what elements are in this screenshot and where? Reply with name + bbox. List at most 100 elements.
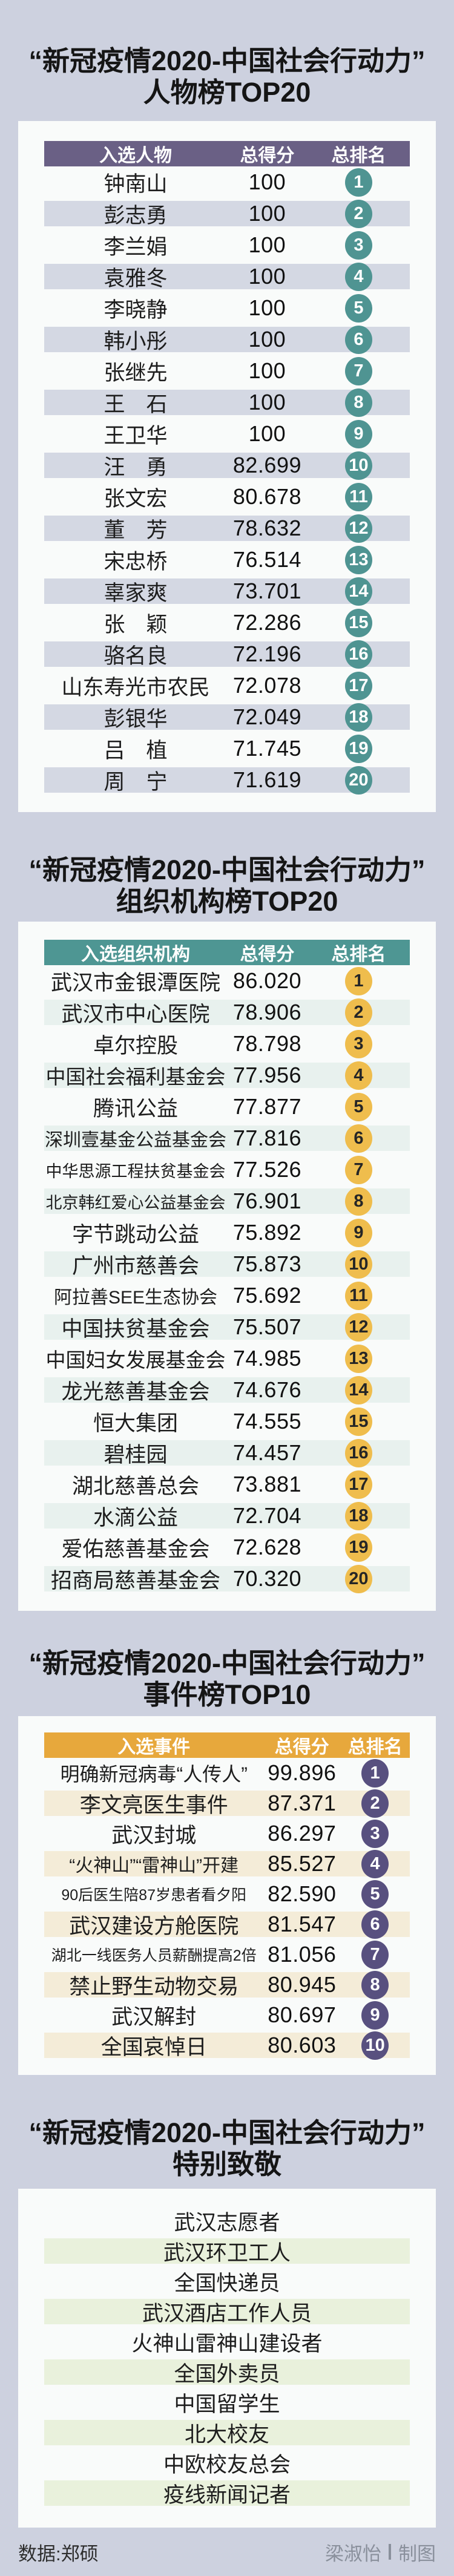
table-row: 山东寿光市农民 72.078 17 (44, 670, 410, 701)
table-row: 宋忠桥 76.514 13 (44, 544, 410, 575)
row-score: 100 (248, 390, 286, 415)
rank-cell: 5 (340, 1880, 410, 1909)
table-row: 周 宁 71.619 20 (44, 764, 410, 796)
row-score: 74.985 (232, 1346, 301, 1371)
rank-badge: 4 (344, 262, 372, 291)
row-score: 82.590 (268, 1881, 337, 1906)
rank-cell: 13 (308, 545, 410, 574)
title-line1: “新冠疫情2020-中国社会行动力” (28, 854, 426, 885)
rank-badge: 12 (344, 1313, 372, 1342)
rank-cell: 14 (308, 577, 410, 606)
rank-cell: 1 (308, 966, 410, 995)
rank-cell: 9 (340, 2001, 410, 2030)
row-name: 王卫华 (104, 424, 168, 448)
table-row: 李文亮医生事件 87.371 2 (44, 1788, 410, 1818)
row-name: 李晓静 (104, 298, 168, 322)
rank-badge: 20 (344, 765, 372, 795)
row-score: 85.527 (268, 1851, 337, 1876)
table-row: 董 芳 78.632 12 (44, 513, 410, 544)
row-score: 86.020 (232, 968, 301, 993)
table-body: 钟南山 100 1 彭志勇 100 2 李兰娟 100 3 袁雅冬 100 4 李晓静 100 5 韩小彤 10… (44, 166, 410, 796)
rank-badge: 7 (361, 1940, 389, 1969)
table-row: 钟南山 100 1 (44, 166, 410, 198)
rank-badge: 14 (344, 577, 372, 606)
row-name: 宋忠桥 (104, 549, 168, 574)
rank-badge: 1 (344, 966, 372, 995)
column-header-name: 入选事件 (117, 1737, 191, 1757)
section-title-organizations: “新冠疫情2020-中国社会行动力” 组织机构榜TOP20 (0, 854, 454, 917)
rank-badge: 12 (344, 514, 372, 543)
rank-cell: 6 (308, 325, 410, 354)
list-item: 中国留学生 (174, 2392, 280, 2416)
column-header-rank: 总排名 (331, 945, 386, 965)
rank-cell: 15 (308, 1407, 410, 1436)
rank-cell: 7 (308, 1155, 410, 1184)
rank-badge: 8 (361, 1970, 389, 1999)
rank-cell: 8 (308, 388, 410, 417)
rank-cell: 17 (308, 671, 410, 700)
table-row: “火神山”“雷神山”开建 85.527 4 (44, 1849, 410, 1879)
title-line1: “新冠疫情2020-中国社会行动力” (28, 1648, 426, 1679)
table-row: 爱佑慈善基金会 72.628 19 (44, 1532, 410, 1563)
row-name: 中国扶贫基金会 (61, 1317, 210, 1341)
rank-badge: 18 (344, 1501, 372, 1530)
rank-cell: 5 (308, 1092, 410, 1121)
rank-cell: 2 (308, 998, 410, 1027)
table-row: 卓尔控股 78.798 3 (44, 1028, 410, 1060)
row-score: 82.699 (232, 453, 301, 477)
row-score: 99.896 (268, 1760, 337, 1785)
row-score: 100 (248, 295, 286, 320)
table-row: 武汉解封 80.697 9 (44, 2000, 410, 2030)
rank-badge: 5 (361, 1880, 389, 1909)
rank-badge: 6 (361, 1910, 389, 1939)
row-name: 辜家爽 (104, 581, 168, 605)
row-name: 碧桂园 (104, 1443, 168, 1467)
list-item: 武汉酒店工作人员 (44, 2296, 410, 2327)
row-name: “火神山”“雷神山”开建 (69, 1856, 239, 1876)
rank-badge: 6 (344, 325, 372, 354)
table-row: 全国哀悼日 80.603 10 (44, 2030, 410, 2060)
row-name: 水滴公益 (93, 1506, 178, 1530)
rank-cell: 3 (308, 231, 410, 260)
row-name: 钟南山 (104, 172, 168, 196)
rank-cell: 11 (308, 1281, 410, 1310)
rank-cell: 1 (340, 1758, 410, 1788)
rank-badge: 13 (344, 545, 372, 574)
table-row: 袁雅冬 100 4 (44, 261, 410, 292)
rank-cell: 3 (340, 1819, 410, 1848)
rank-cell: 19 (308, 1533, 410, 1562)
row-name: 阿拉善SEE生态协会 (53, 1288, 218, 1308)
column-header-name: 入选人物 (99, 146, 172, 166)
rank-cell: 4 (308, 262, 410, 291)
rank-badge: 19 (344, 1533, 372, 1562)
table-row: 湖北一线医务人员薪酬提高2倍 81.056 7 (44, 1939, 410, 1970)
row-name: 广州市慈善会 (71, 1254, 199, 1278)
row-score: 80.945 (268, 1972, 337, 1997)
organizations-card: 入选组织机构 总得分 总排名 武汉市金银潭医院 86.020 1 武汉市中心医院 78.… (18, 922, 436, 1611)
row-score: 72.704 (232, 1503, 301, 1528)
rank-cell: 8 (340, 1970, 410, 1999)
rank-badge: 9 (344, 419, 372, 448)
table-row: 碧桂园 74.457 16 (44, 1437, 410, 1469)
tribute-list: 武汉志愿者 武汉环卫工人 全国快递员 武汉酒店工作人员 火神山雷神山建设者 全国外卖员 中国… (44, 2206, 410, 2508)
table-header: 入选组织机构 总得分 总排名 (44, 940, 410, 965)
row-name: 武汉封城 (111, 1823, 197, 1847)
table-row: 李晓静 100 5 (44, 292, 410, 324)
table-row: 张继先 100 7 (44, 355, 410, 387)
row-name: 中国妇女发展基金会 (45, 1349, 226, 1371)
rank-cell: 3 (308, 1029, 410, 1058)
table-row: 明确新冠病毒“人传人” 99.896 1 (44, 1758, 410, 1788)
table-row: 王卫华 100 9 (44, 418, 410, 450)
rank-badge: 17 (344, 1470, 372, 1499)
rank-badge: 2 (344, 998, 372, 1027)
rank-cell: 7 (308, 356, 410, 385)
row-score: 80.603 (268, 2033, 337, 2057)
rank-cell: 12 (308, 1313, 410, 1342)
section-title-events: “新冠疫情2020-中国社会行动力” 事件榜TOP10 (0, 1648, 454, 1711)
row-score: 78.632 (232, 516, 301, 540)
row-score: 71.619 (232, 767, 301, 792)
list-item: 北大校友 (44, 2417, 410, 2448)
row-name: 招商局慈善基金会 (50, 1568, 220, 1593)
table-row: 骆名良 72.196 16 (44, 638, 410, 670)
